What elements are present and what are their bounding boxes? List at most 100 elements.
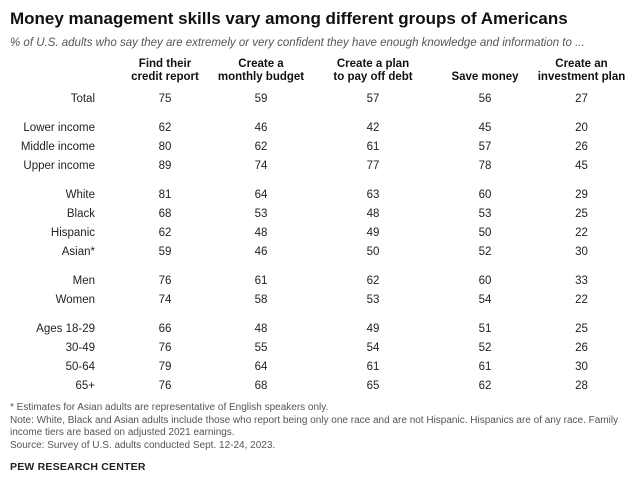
table-cell: 45 [575,160,588,172]
row-label: Ages 18-29 [36,323,95,335]
table-cell: 63 [366,189,380,201]
table-cell: 48 [254,323,268,335]
data-table: Find their credit report Create a monthly b… [10,58,630,396]
column-header: Find their credit report [117,58,213,90]
group-spacer [10,262,630,272]
table-cell: 81 [158,189,172,201]
table-cell: 30 [575,246,588,258]
column-header-line: to pay off debt [333,71,413,83]
table-cell: 80 [158,141,172,153]
table-row: 65+ 76 68 65 62 28 [10,377,630,396]
table-row: White 81 64 63 60 29 [10,186,630,205]
table-cell: 48 [254,227,268,239]
table-cell: 59 [158,246,172,258]
table-cell: 76 [158,275,172,287]
figure-subtitle: % of U.S. adults who say they are extrem… [10,37,585,49]
table-cell: 61 [366,141,380,153]
table-cell: 54 [478,294,492,306]
table-cell: 49 [366,323,380,335]
table-cell: 79 [158,361,172,373]
source-note: Source: Survey of U.S. adults conducted … [10,439,276,451]
table-cell: 57 [478,141,492,153]
table-row: Hispanic 62 48 49 50 22 [10,224,630,243]
column-header-line: investment plan [537,71,626,83]
table-cell: 46 [254,122,268,134]
table-cell: 56 [478,93,492,105]
table-row: Men 76 61 62 60 33 [10,272,630,291]
table-cell: 61 [366,361,380,373]
column-header-line: Create an [555,58,608,70]
row-label: Middle income [20,141,95,153]
table-cell: 50 [478,227,492,239]
table-cell: 66 [158,323,172,335]
row-label: Lower income [23,122,95,134]
column-header: Create a monthly budget [213,58,309,90]
table-cell: 22 [575,294,588,306]
table-cell: 28 [575,380,588,392]
table-cell: 61 [478,361,492,373]
group-spacer [10,176,630,186]
figure-title: Money management skills vary among diffe… [10,9,568,28]
brand-logo-text: PEW RESEARCH CENTER [10,461,146,473]
table-cell: 27 [575,93,588,105]
table-cell: 62 [254,141,268,153]
row-label: 30-49 [65,342,95,354]
table-row: Black 68 53 48 53 25 [10,205,630,224]
table-cell: 20 [575,122,588,134]
table-row: Ages 18-29 66 48 49 51 25 [10,320,630,339]
table-cell: 45 [478,122,492,134]
column-header-line: Find their [138,58,192,70]
row-label: 65+ [75,380,95,392]
table-cell: 53 [366,294,380,306]
table-cell: 62 [158,227,172,239]
group-spacer [10,310,630,320]
table-cell: 49 [366,227,380,239]
table-cell: 62 [366,275,380,287]
table-cell: 57 [366,93,380,105]
row-label: White [65,189,95,201]
column-header-line: credit report [131,71,199,83]
row-label: Hispanic [50,227,95,239]
table-cell: 26 [575,141,588,153]
table-cell: 77 [366,160,380,172]
table-cell: 50 [366,246,380,258]
table-cell: 42 [366,122,380,134]
table-row: Women 74 58 53 54 22 [10,291,630,310]
table-cell: 25 [575,208,588,220]
column-header: Create a plan to pay off debt [309,58,437,90]
table-row: Total 75 59 57 56 27 [10,90,630,109]
table-cell: 64 [254,189,268,201]
row-label: Men [72,275,95,287]
table-cell: 68 [254,380,268,392]
row-label: Total [70,93,95,105]
row-label: Women [55,294,95,306]
group-spacer [10,109,630,119]
table-cell: 58 [254,294,268,306]
column-header-line: monthly budget [217,71,305,83]
footnotes: * Estimates for Asian adults are represe… [10,402,630,452]
table-cell: 26 [575,342,588,354]
table-cell: 52 [478,342,492,354]
table-cell: 55 [254,342,268,354]
table-row: 30-49 76 55 54 52 26 [10,339,630,358]
table-cell: 62 [478,380,492,392]
table-cell: 53 [254,208,268,220]
table-cell: 74 [158,294,172,306]
table-cell: 59 [254,93,268,105]
row-label-header [10,58,117,90]
row-label: Black [66,208,95,220]
table-cell: 89 [158,160,172,172]
table-cell: 64 [254,361,268,373]
table-row: Upper income 89 74 77 78 45 [10,157,630,176]
table-row: Lower income 62 46 42 45 20 [10,119,630,138]
column-header: Create an investment plan [533,58,630,90]
column-header-line: Create a plan [336,58,410,70]
table-cell: 78 [478,160,492,172]
table-cell: 61 [254,275,268,287]
column-header-line: Create a [238,58,284,70]
asterisk-note: * Estimates for Asian adults are represe… [10,402,329,413]
table-cell: 33 [575,275,588,287]
row-label: Asian* [61,246,95,258]
table-cell: 62 [158,122,172,134]
